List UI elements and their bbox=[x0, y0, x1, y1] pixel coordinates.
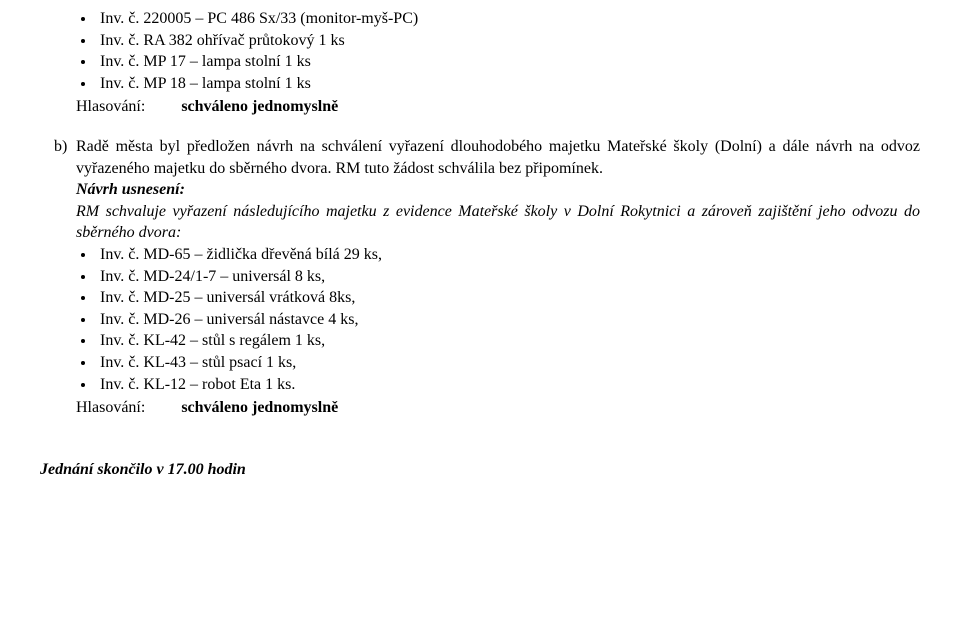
inventory-list-2: Inv. č. MD-65 – židlička dřevěná bílá 29… bbox=[96, 244, 920, 395]
meeting-end-line: Jednání skončilo v 17.00 hodin bbox=[40, 459, 920, 481]
list-item: Inv. č. KL-43 – stůl psací 1 ks, bbox=[96, 352, 920, 374]
list-item-text: Inv. č. 220005 – PC 486 Sx/33 (monitor-m… bbox=[100, 10, 418, 27]
list-item: Inv. č. RA 382 ohřívač průtokový 1 ks bbox=[96, 30, 920, 52]
list-item-text: Inv. č. KL-42 – stůl s regálem 1 ks, bbox=[100, 332, 325, 349]
proposal-text: RM schvaluje vyřazení následujícího maje… bbox=[76, 203, 920, 242]
list-item: Inv. č. MD-65 – židlička dřevěná bílá 29… bbox=[96, 244, 920, 266]
list-item: Inv. č. MD-26 – universál nástavce 4 ks, bbox=[96, 309, 920, 331]
list-item: Inv. č. MP 18 – lampa stolní 1 ks bbox=[96, 73, 920, 95]
list-item: Inv. č. MD-25 – universál vrátková 8ks, bbox=[96, 287, 920, 309]
voting-label: Hlasování: bbox=[76, 96, 145, 118]
voting-line-2: Hlasování: schváleno jednomyslně bbox=[76, 397, 920, 419]
section-marker: b) bbox=[54, 136, 67, 158]
section-b: b) Radě města byl předložen návrh na sch… bbox=[76, 136, 920, 244]
inventory-list-1: Inv. č. 220005 – PC 486 Sx/33 (monitor-m… bbox=[96, 8, 920, 94]
list-item-text: Inv. č. KL-12 – robot Eta 1 ks. bbox=[100, 376, 295, 393]
list-item: Inv. č. MP 17 – lampa stolní 1 ks bbox=[96, 51, 920, 73]
list-item-text: Inv. č. MP 18 – lampa stolní 1 ks bbox=[100, 75, 311, 92]
list-item-text: Inv. č. MD-65 – židlička dřevěná bílá 29… bbox=[100, 246, 382, 263]
list-item: Inv. č. 220005 – PC 486 Sx/33 (monitor-m… bbox=[96, 8, 920, 30]
list-item: Inv. č. KL-42 – stůl s regálem 1 ks, bbox=[96, 330, 920, 352]
proposal-block: Návrh usnesení: RM schvaluje vyřazení ná… bbox=[76, 179, 920, 244]
list-item-text: Inv. č. MD-26 – universál nástavce 4 ks, bbox=[100, 311, 358, 328]
document-page: Inv. č. 220005 – PC 486 Sx/33 (monitor-m… bbox=[0, 0, 960, 618]
voting-result: schváleno jednomyslně bbox=[181, 98, 338, 115]
proposal-label: Návrh usnesení: bbox=[76, 181, 185, 198]
list-item: Inv. č. KL-12 – robot Eta 1 ks. bbox=[96, 374, 920, 396]
list-item-text: Inv. č. MD-24/1-7 – universál 8 ks, bbox=[100, 268, 325, 285]
list-item-text: Inv. č. RA 382 ohřívač průtokový 1 ks bbox=[100, 32, 345, 49]
list-item-text: Inv. č. MP 17 – lampa stolní 1 ks bbox=[100, 53, 311, 70]
voting-line-1: Hlasování: schváleno jednomyslně bbox=[76, 96, 920, 118]
list-item-text: Inv. č. KL-43 – stůl psací 1 ks, bbox=[100, 354, 296, 371]
list-item-text: Inv. č. MD-25 – universál vrátková 8ks, bbox=[100, 289, 355, 306]
voting-label: Hlasování: bbox=[76, 397, 145, 419]
list-item: Inv. č. MD-24/1-7 – universál 8 ks, bbox=[96, 266, 920, 288]
voting-result: schváleno jednomyslně bbox=[181, 399, 338, 416]
section-paragraph: Radě města byl předložen návrh na schvál… bbox=[76, 136, 920, 179]
